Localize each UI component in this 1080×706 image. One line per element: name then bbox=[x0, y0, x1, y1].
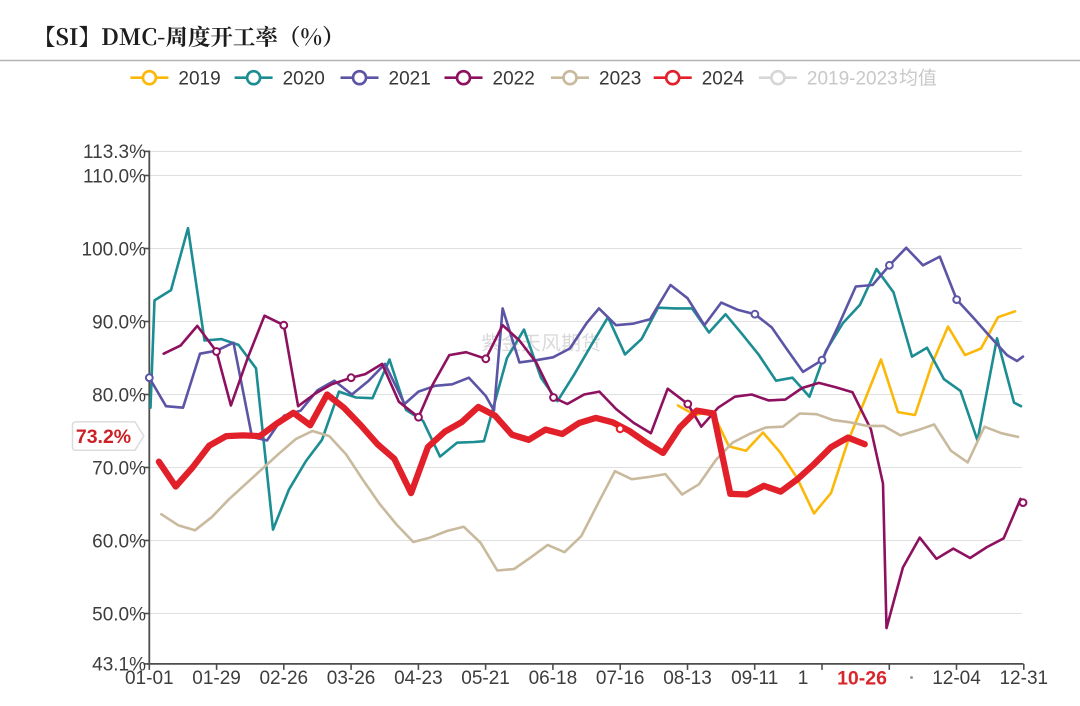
svg-text:01-01: 01-01 bbox=[125, 668, 174, 689]
svg-text:2019-2023: 2019-2023 bbox=[807, 69, 898, 90]
svg-text:2023: 2023 bbox=[599, 69, 641, 90]
svg-text:12-31: 12-31 bbox=[999, 668, 1048, 689]
svg-text:2019: 2019 bbox=[178, 69, 220, 90]
svg-text:2020: 2020 bbox=[283, 69, 325, 90]
svg-text:70.0%: 70.0% bbox=[92, 458, 146, 479]
svg-text:10-26: 10-26 bbox=[837, 668, 887, 690]
svg-text:90.0%: 90.0% bbox=[92, 312, 146, 333]
svg-text:03-26: 03-26 bbox=[327, 668, 376, 689]
svg-text:100.0%: 100.0% bbox=[82, 239, 147, 260]
svg-text:2021: 2021 bbox=[389, 69, 431, 90]
svg-text:04-23: 04-23 bbox=[394, 668, 443, 689]
svg-text:43.1%: 43.1% bbox=[92, 655, 146, 676]
svg-text:2024: 2024 bbox=[702, 69, 745, 90]
svg-text:02-26: 02-26 bbox=[259, 668, 308, 689]
svg-text:01-29: 01-29 bbox=[192, 668, 241, 689]
svg-text:110.0%: 110.0% bbox=[83, 166, 146, 187]
svg-text:06-18: 06-18 bbox=[529, 668, 578, 689]
svg-text:08-13: 08-13 bbox=[663, 668, 712, 689]
svg-text:09-11: 09-11 bbox=[731, 668, 778, 689]
svg-text:80.0%: 80.0% bbox=[92, 385, 146, 406]
svg-text:07-16: 07-16 bbox=[596, 668, 645, 689]
svg-text:2022: 2022 bbox=[493, 69, 535, 90]
svg-text:60.0%: 60.0% bbox=[92, 531, 146, 552]
svg-text:113.3%: 113.3% bbox=[83, 142, 146, 163]
svg-text:05-21: 05-21 bbox=[461, 668, 510, 689]
svg-text:1: 1 bbox=[798, 668, 809, 689]
svg-text:12-04: 12-04 bbox=[932, 668, 981, 689]
svg-text:50.0%: 50.0% bbox=[92, 604, 146, 625]
svg-text:73.2%: 73.2% bbox=[76, 426, 131, 448]
